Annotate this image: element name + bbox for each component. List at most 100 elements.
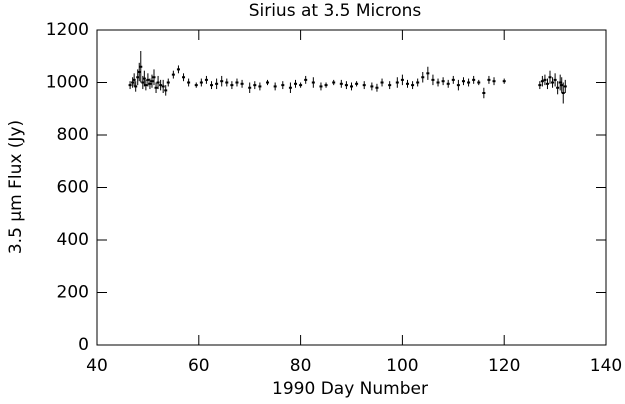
data-point bbox=[164, 89, 168, 92]
chart-title: Sirius at 3.5 Microns bbox=[249, 1, 422, 21]
data-point bbox=[558, 81, 562, 84]
data-point bbox=[344, 84, 348, 87]
data-point bbox=[176, 68, 180, 71]
data-point bbox=[141, 81, 145, 84]
data-point bbox=[187, 81, 191, 84]
data-point bbox=[144, 84, 148, 87]
data-point bbox=[311, 81, 315, 84]
data-point bbox=[339, 82, 343, 85]
data-point bbox=[304, 78, 308, 81]
data-point bbox=[161, 85, 165, 88]
x-tick-label: 140 bbox=[590, 356, 622, 376]
data-point bbox=[136, 76, 140, 79]
data-point bbox=[159, 84, 163, 87]
data-point bbox=[294, 82, 298, 85]
x-tick-label: 100 bbox=[386, 356, 418, 376]
data-point bbox=[324, 84, 328, 87]
y-tick-label: 600 bbox=[57, 178, 89, 198]
data-point bbox=[446, 82, 450, 85]
data-point bbox=[395, 81, 399, 84]
data-point bbox=[487, 78, 491, 81]
data-point bbox=[350, 85, 353, 88]
data-point bbox=[132, 78, 136, 81]
data-point bbox=[266, 81, 270, 84]
data-point bbox=[560, 84, 564, 87]
data-point bbox=[182, 76, 186, 79]
data-point bbox=[461, 80, 465, 83]
data-point bbox=[299, 84, 303, 87]
data-point bbox=[543, 78, 547, 81]
data-point bbox=[477, 81, 481, 84]
data-point bbox=[220, 80, 224, 83]
data-point bbox=[156, 81, 160, 84]
data-point bbox=[258, 85, 262, 88]
data-point bbox=[204, 78, 208, 81]
y-tick-label: 0 bbox=[78, 335, 89, 355]
data-point bbox=[553, 78, 557, 81]
data-point bbox=[431, 78, 435, 81]
y-axis-label: 3.5 μm Flux (Jy) bbox=[6, 120, 26, 254]
data-point bbox=[411, 84, 415, 87]
data-point bbox=[128, 84, 132, 87]
data-point bbox=[426, 72, 430, 75]
data-point bbox=[194, 84, 198, 87]
data-point bbox=[171, 73, 175, 76]
data-point bbox=[248, 86, 252, 89]
x-axis-label: 1990 Day Number bbox=[272, 379, 428, 399]
data-point bbox=[210, 84, 214, 87]
data-point bbox=[131, 81, 135, 84]
x-tick-label: 60 bbox=[188, 356, 210, 376]
data-point bbox=[273, 85, 277, 88]
data-point bbox=[456, 84, 460, 87]
y-tick-label: 1200 bbox=[46, 20, 89, 40]
data-point bbox=[199, 81, 203, 84]
data-point bbox=[548, 76, 552, 79]
data-point bbox=[281, 84, 285, 87]
data-point bbox=[137, 71, 141, 73]
y-tick-label: 200 bbox=[57, 283, 89, 303]
x-tick-label: 40 bbox=[86, 356, 108, 376]
data-point bbox=[441, 80, 445, 83]
data-point bbox=[230, 84, 234, 87]
data-point bbox=[288, 86, 292, 89]
data-point bbox=[538, 84, 542, 87]
data-point bbox=[154, 86, 158, 89]
y-tick-label: 400 bbox=[57, 230, 89, 250]
data-point bbox=[551, 81, 555, 84]
data-point bbox=[146, 78, 150, 81]
data-point bbox=[436, 81, 440, 84]
data-point bbox=[134, 85, 138, 88]
data-point bbox=[166, 81, 170, 84]
data-point bbox=[472, 78, 476, 81]
data-point bbox=[545, 82, 549, 85]
data-point bbox=[240, 82, 244, 85]
data-point bbox=[502, 80, 506, 83]
y-tick-label: 800 bbox=[57, 125, 89, 145]
data-point bbox=[375, 86, 379, 89]
data-point bbox=[563, 85, 567, 88]
data-point bbox=[400, 78, 404, 81]
x-tick-label: 80 bbox=[290, 356, 312, 376]
data-point bbox=[540, 80, 544, 83]
data-point bbox=[451, 78, 455, 81]
data-point bbox=[319, 85, 323, 88]
data-point bbox=[556, 86, 560, 89]
data-point bbox=[362, 84, 366, 87]
y-tick-label: 1000 bbox=[46, 73, 89, 93]
data-point bbox=[152, 76, 156, 79]
data-point bbox=[150, 80, 154, 83]
data-point bbox=[370, 85, 374, 88]
data-point bbox=[388, 84, 392, 87]
data-point bbox=[416, 81, 420, 84]
data-point bbox=[332, 81, 336, 84]
data-point bbox=[421, 76, 425, 79]
data-point bbox=[482, 92, 486, 94]
data-point bbox=[235, 81, 239, 84]
data-point bbox=[492, 80, 496, 83]
data-point bbox=[467, 81, 471, 84]
data-point bbox=[355, 82, 359, 85]
data-point bbox=[380, 81, 384, 84]
data-point bbox=[142, 77, 146, 80]
